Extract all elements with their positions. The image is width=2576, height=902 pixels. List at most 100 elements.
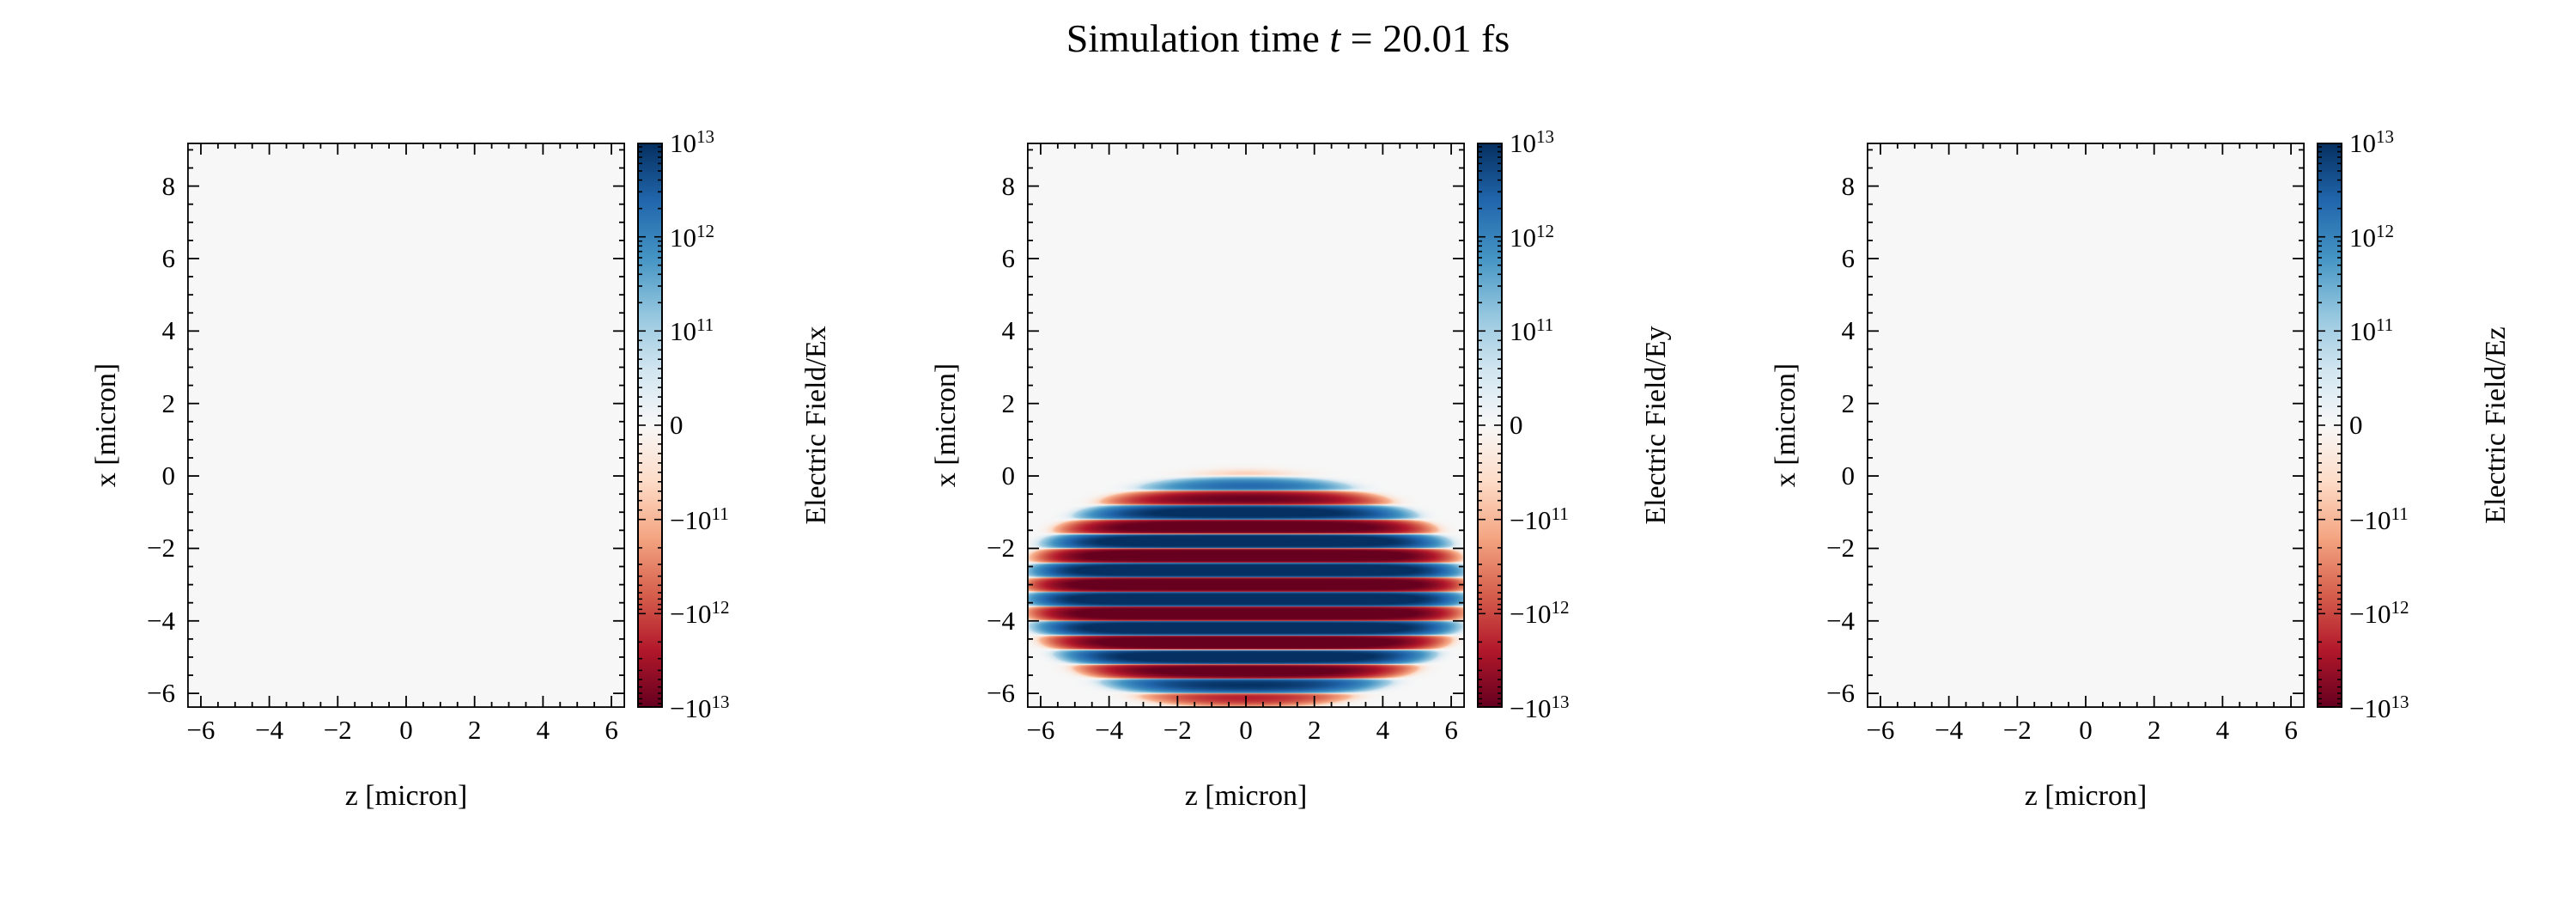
y-tick-label: 4 — [1001, 315, 1016, 346]
colorbar-tick-label: −1013 — [2349, 691, 2409, 724]
plot-area-ez: −6 −4 −2 0 2 4 6 8 −6 −4 −2 0 2 4 6 — [1826, 143, 2305, 745]
colorbar-tick-label: 1011 — [1510, 314, 1554, 347]
plot-frame — [187, 143, 625, 708]
colorbar-tick-labels: 1013 1012 1011 0 −1011 −1012 −1013 — [670, 126, 773, 723]
subplot-ez: x [micron] −6 −4 −2 0 2 4 6 8 −6 −4 −2 0 2 4 6 z [mic… — [1770, 126, 2576, 812]
y-tick-label: −4 — [1826, 605, 1855, 636]
colorbar-tick-label: −1012 — [1510, 597, 1570, 630]
x-tick-label: 4 — [536, 715, 550, 745]
x-tick-label: 4 — [1376, 715, 1390, 745]
x-tick-label: 0 — [2079, 715, 2093, 745]
y-tick-label: −2 — [147, 533, 175, 564]
x-tick-label: 2 — [467, 715, 482, 745]
x-tick-label: 6 — [2284, 715, 2298, 745]
colorbar-ticks — [1477, 143, 1503, 708]
y-tick-label: −4 — [987, 605, 1015, 636]
y-tick-label: −6 — [987, 678, 1015, 709]
y-tick-label: 0 — [1001, 460, 1016, 491]
colorbar-tick-labels: 1013 1012 1011 0 −1011 −1012 −1013 — [1510, 126, 1613, 723]
plot-frame — [1867, 143, 2305, 708]
colorbar-ex: 1013 1012 1011 0 −1011 −1012 −1013 Electric Fi… — [637, 126, 1024, 723]
y-axis-label: x [micron] — [90, 363, 122, 488]
y-axis-label: x [micron] — [930, 363, 962, 488]
colorbar-ez: 1013 1012 1011 0 −1011 −1012 −1013 Electric Fi… — [2317, 126, 2576, 723]
colorbar-tick-label: 1013 — [1510, 125, 1555, 159]
axes-frame — [1027, 143, 1465, 708]
heatmap-canvas-ez — [1867, 143, 2305, 708]
x-tick-label: −2 — [323, 715, 352, 745]
heatmap-canvas-ey — [1027, 143, 1465, 708]
x-tick-label: 2 — [2147, 715, 2161, 745]
y-tick-label: −6 — [147, 678, 175, 709]
axes-frame — [187, 143, 625, 708]
axes-frame — [1867, 143, 2305, 708]
x-tick-label: −6 — [186, 715, 216, 745]
y-tick-label: 6 — [1841, 243, 1856, 273]
colorbar-ey: 1013 1012 1011 0 −1011 −1012 −1013 Electric Fi… — [1477, 126, 1863, 723]
x-tick-label: −6 — [1866, 715, 1895, 745]
colorbar-ticks — [637, 143, 663, 708]
colorbar-tick-label: 1012 — [670, 220, 715, 253]
x-tick-label: 6 — [605, 715, 618, 745]
colorbar-tick-label: 1013 — [2349, 125, 2395, 159]
x-axis-label: z [micron] — [1184, 780, 1308, 812]
x-tick-label: 6 — [1444, 715, 1458, 745]
y-tick-label: −2 — [1826, 533, 1855, 564]
y-tick-label: 2 — [1841, 387, 1856, 418]
x-tick-label: −6 — [1026, 715, 1055, 745]
x-tick-label: −4 — [255, 715, 284, 745]
y-tick-label: −2 — [987, 533, 1015, 564]
y-tick-label: 2 — [1001, 387, 1016, 418]
subplot-ey: x [micron] −6 −4 −2 0 2 4 6 8 −6 −4 −2 0 2 4 6 z [mic… — [930, 126, 1868, 812]
y-tick-label: 8 — [1841, 170, 1856, 201]
x-tick-label: −4 — [1095, 715, 1124, 745]
colorbar-axis-label: Electric Field/Ey — [1640, 326, 1672, 525]
colorbar-tick-label: −1012 — [2349, 597, 2409, 630]
x-tick-labels: −6 −4 −2 0 2 4 6 — [1866, 715, 2305, 749]
plot-frame — [1027, 143, 1465, 708]
x-tick-labels: −6 −4 −2 0 2 4 6 — [1026, 715, 1465, 749]
x-axis-label: z [micron] — [2024, 780, 2148, 812]
colorbar-tick-label: 1011 — [670, 314, 714, 347]
title-suffix: = 20.01 fs — [1340, 16, 1510, 60]
y-tick-label: −6 — [1826, 678, 1855, 709]
x-tick-label: −2 — [2002, 715, 2032, 745]
heatmap-canvas-ex — [187, 143, 625, 708]
figure-title: Simulation time t = 20.01 fs — [0, 15, 2576, 61]
y-tick-label: 6 — [1001, 243, 1016, 273]
colorbar-tick-label: 0 — [2349, 410, 2363, 440]
y-tick-label: 8 — [161, 170, 176, 201]
title-math-var: t — [1329, 16, 1341, 60]
y-tick-label: 0 — [161, 460, 176, 491]
colorbar-tick-label: 1011 — [2349, 314, 2394, 347]
colorbar-tick-label: −1013 — [1510, 691, 1570, 724]
colorbar-tick-label: 0 — [1510, 410, 1523, 440]
colorbar-tick-label: −1011 — [2349, 503, 2409, 535]
plot-area-ey: −6 −4 −2 0 2 4 6 8 −6 −4 −2 0 2 4 6 — [987, 143, 1465, 745]
colorbar-axis-label: Electric Field/Ex — [800, 326, 832, 525]
x-tick-label: 0 — [399, 715, 413, 745]
colorbar-tick-label: 1013 — [670, 125, 715, 159]
colorbar-tick-label: 0 — [670, 410, 683, 440]
x-tick-label: −2 — [1163, 715, 1192, 745]
colorbar-tick-label: 1012 — [2349, 220, 2395, 253]
y-tick-label: −4 — [147, 605, 175, 636]
x-tick-label: 4 — [2215, 715, 2230, 745]
y-tick-label: 4 — [161, 315, 176, 346]
subplot-ex: x [micron] −6 −4 −2 0 2 4 6 8 −6 −4 −2 0 2 4 6 z [mic… — [90, 126, 1029, 812]
x-tick-label: 0 — [1239, 715, 1253, 745]
colorbar-tick-label: −1012 — [670, 597, 730, 630]
x-axis-label: z [micron] — [344, 780, 468, 812]
x-tick-labels: −6 −4 −2 0 2 4 6 — [186, 715, 625, 749]
colorbar-tick-labels: 1013 1012 1011 0 −1011 −1012 −1013 — [2349, 126, 2452, 723]
x-tick-label: −4 — [1935, 715, 1964, 745]
plot-area-ex: −6 −4 −2 0 2 4 6 8 −6 −4 −2 0 2 4 6 — [147, 143, 625, 745]
y-tick-label: 6 — [161, 243, 176, 273]
y-tick-label: 8 — [1001, 170, 1016, 201]
colorbar-tick-label: 1012 — [1510, 220, 1555, 253]
colorbar-tick-label: −1013 — [670, 691, 730, 724]
colorbar-tick-label: −1011 — [670, 503, 729, 535]
colorbar-ticks — [2317, 143, 2342, 708]
y-tick-label: 4 — [1841, 315, 1856, 346]
